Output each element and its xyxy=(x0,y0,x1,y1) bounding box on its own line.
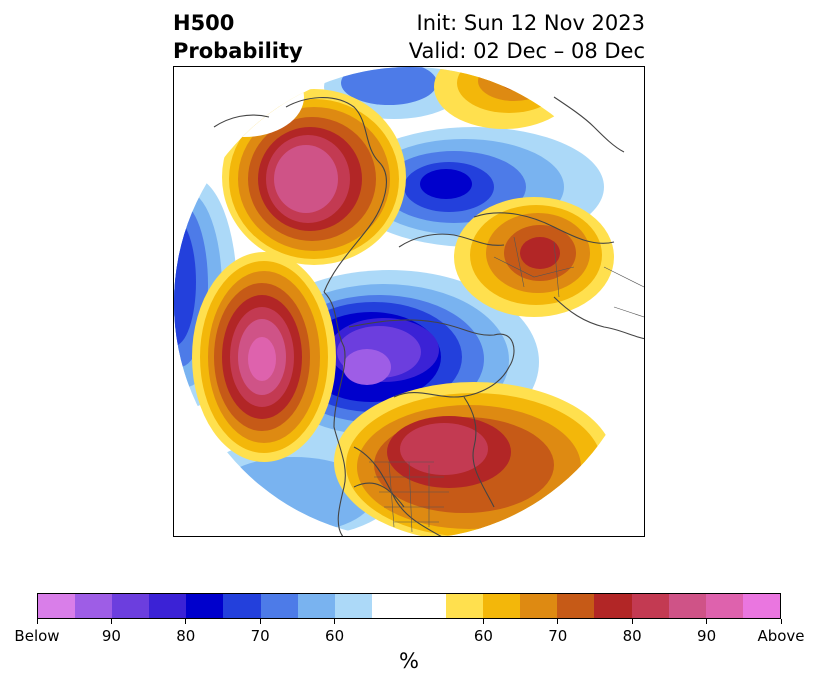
colorbar-segment xyxy=(38,594,76,618)
coastline-gulf xyxy=(353,482,405,508)
country-borders-europe xyxy=(603,266,644,318)
colorbar-segment xyxy=(557,594,595,618)
colorbar-segment xyxy=(371,594,447,618)
colorbar-segment xyxy=(149,594,187,618)
colorbar-segment xyxy=(75,594,113,618)
coastline-europe xyxy=(553,296,644,340)
colorbar-tick-label: Below xyxy=(14,627,60,645)
anomaly-field xyxy=(174,67,644,536)
coastline-alaska xyxy=(285,96,387,293)
colorbar-segment xyxy=(483,594,521,618)
colorbar-tick xyxy=(557,619,559,624)
colorbar-tick-label: 70 xyxy=(548,627,568,645)
colorbar-segment xyxy=(112,594,150,618)
colorbar-tick xyxy=(185,619,187,624)
colorbar-segment xyxy=(742,594,780,618)
coastline-north-america xyxy=(353,446,442,536)
colorbar-segment xyxy=(186,594,224,618)
colorbar-tick-label: 80 xyxy=(176,627,196,645)
colorbar-segment xyxy=(446,594,484,618)
map-title: H500 Probability xyxy=(173,11,303,63)
colorbar-tick-label: 80 xyxy=(622,627,642,645)
colorbar-tick-label: 90 xyxy=(101,627,121,645)
colorbar-segment xyxy=(631,594,669,618)
colorbar-tick xyxy=(706,619,708,624)
probability-map xyxy=(173,66,645,537)
colorbar-tick-label: Above xyxy=(757,627,805,645)
colorbar-segment xyxy=(668,594,706,618)
coastline-greenland xyxy=(348,319,515,398)
coastlines xyxy=(213,96,644,536)
coastline-kamchatka xyxy=(213,114,270,128)
coastline-asia xyxy=(473,212,615,244)
colorbar-segment xyxy=(594,594,632,618)
above-anomaly-north-pacific xyxy=(192,252,336,462)
colorbar-tick xyxy=(110,619,112,624)
colorbar-segment xyxy=(297,594,335,618)
above-anomaly-central-asia xyxy=(454,197,614,317)
country-borders-asia xyxy=(493,236,575,298)
colorbar-unit-label: % xyxy=(399,649,419,673)
colorbar-tick xyxy=(36,619,38,624)
colorbar-tick xyxy=(631,619,633,624)
colorbar-segment xyxy=(705,594,743,618)
coastline-pacific xyxy=(323,291,346,536)
colorbar-tick xyxy=(780,619,782,624)
colorbar-tick-label: 90 xyxy=(697,627,717,645)
colorbar-segment xyxy=(223,594,261,618)
colorbar-segment xyxy=(334,594,372,618)
colorbar xyxy=(37,593,781,619)
coastline-east-asia xyxy=(553,96,625,153)
coastline-atlantic xyxy=(463,396,495,508)
colorbar-segment xyxy=(260,594,298,618)
state-borders xyxy=(369,461,449,523)
forecast-dates: Init: Sun 12 Nov 2023 Valid: 02 Dec – 08… xyxy=(408,11,645,63)
colorbar-tick xyxy=(482,619,484,624)
colorbar-tick-label: 70 xyxy=(250,627,270,645)
state-borders-vertical xyxy=(388,461,430,533)
map-svg xyxy=(174,67,644,536)
colorbar-tick-label: 60 xyxy=(325,627,345,645)
colorbar-segment xyxy=(520,594,558,618)
political-borders xyxy=(369,236,644,533)
colorbar-tick xyxy=(334,619,336,624)
colorbar-tick xyxy=(259,619,261,624)
coastline-arctic xyxy=(398,233,505,248)
above-anomaly-eastern-us xyxy=(334,382,614,536)
colorbar-tick-label: 60 xyxy=(473,627,493,645)
